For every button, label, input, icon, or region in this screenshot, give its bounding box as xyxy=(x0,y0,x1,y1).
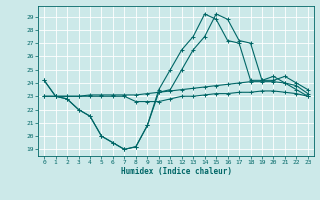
X-axis label: Humidex (Indice chaleur): Humidex (Indice chaleur) xyxy=(121,167,231,176)
